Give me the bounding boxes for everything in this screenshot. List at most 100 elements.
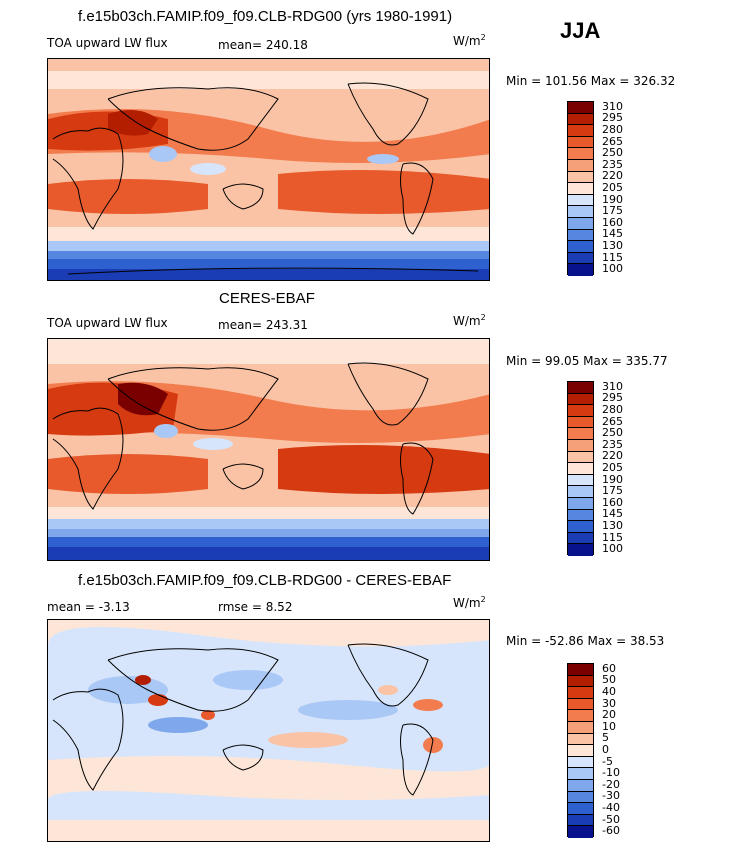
colorbar-tick-label: 280 — [602, 403, 623, 416]
panel2-colorbar — [567, 381, 594, 556]
colorbar-swatch — [568, 721, 593, 734]
colorbar-tick-label: 205 — [602, 461, 623, 474]
colorbar-tick-label: 310 — [602, 379, 623, 393]
colorbar-swatch — [568, 779, 593, 792]
colorbar-swatch — [568, 486, 593, 498]
colorbar-tick-label: 250 — [602, 426, 623, 440]
colorbar-swatch — [568, 497, 593, 510]
colorbar-tick-label: -30 — [602, 789, 620, 803]
colorbar-swatch — [568, 159, 593, 172]
colorbar-swatch — [568, 439, 593, 452]
colorbar-tick-label: 100 — [602, 262, 623, 276]
colorbar-tick-label: 265 — [602, 414, 623, 428]
panel1-colorbar — [567, 101, 594, 276]
colorbar-tick-label: 20 — [602, 708, 616, 722]
colorbar-tick-label: 5 — [602, 731, 609, 745]
colorbar-swatch — [568, 791, 593, 804]
colorbar-swatch — [568, 675, 593, 688]
colorbar-swatch — [568, 710, 593, 722]
panel2-units: W/m2 — [453, 313, 486, 328]
colorbar-tick-label: 220 — [602, 449, 623, 463]
colorbar-swatch — [568, 148, 593, 160]
colorbar-swatch — [568, 698, 593, 711]
colorbar-tick-label: 115 — [602, 530, 623, 544]
colorbar-swatch — [568, 264, 593, 276]
colorbar-tick-label: 0 — [602, 743, 609, 756]
panel1-variable-label: TOA upward LW flux — [47, 36, 168, 50]
panel1-map — [47, 58, 490, 281]
colorbar-swatch — [568, 217, 593, 230]
colorbar-tick-label: 310 — [602, 99, 623, 113]
colorbar-swatch — [568, 509, 593, 522]
colorbar-swatch — [568, 183, 593, 195]
colorbar-tick-label: -50 — [602, 812, 620, 826]
colorbar-tick-label: 265 — [602, 134, 623, 148]
colorbar-tick-label: 205 — [602, 181, 623, 194]
colorbar-swatch — [568, 451, 593, 464]
colorbar-swatch — [568, 463, 593, 475]
colorbar-swatch — [568, 393, 593, 406]
colorbar-swatch — [568, 428, 593, 440]
colorbar-swatch — [568, 252, 593, 265]
panel2-minmax: Min = 99.05 Max = 335.77 — [506, 354, 668, 368]
colorbar-swatch — [568, 382, 593, 394]
colorbar-tick-label: -5 — [602, 754, 613, 768]
colorbar-swatch — [568, 687, 593, 699]
panel1-minmax: Min = 101.56 Max = 326.32 — [506, 74, 676, 88]
colorbar-swatch — [568, 194, 593, 207]
colorbar-swatch — [568, 544, 593, 556]
panel2-map — [47, 338, 490, 561]
colorbar-tick-label: 130 — [602, 239, 623, 252]
colorbar-swatch — [568, 756, 593, 769]
colorbar-swatch — [568, 768, 593, 780]
colorbar-tick-label: 175 — [602, 204, 623, 218]
colorbar-tick-label: -10 — [602, 766, 620, 780]
colorbar-tick-label: 295 — [602, 391, 623, 405]
colorbar-swatch — [568, 171, 593, 184]
colorbar-tick-label: 60 — [602, 661, 616, 675]
colorbar-tick-label: -20 — [602, 777, 620, 791]
panel3-map — [47, 619, 490, 842]
colorbar-tick-label: 175 — [602, 484, 623, 498]
colorbar-tick-label: -60 — [602, 824, 620, 838]
panel1-units: W/m2 — [453, 33, 486, 48]
colorbar-tick-label: 280 — [602, 123, 623, 136]
colorbar-swatch — [568, 206, 593, 218]
colorbar-tick-label: 40 — [602, 685, 616, 698]
colorbar-tick-label: 295 — [602, 111, 623, 125]
colorbar-swatch — [568, 664, 593, 676]
colorbar-tick-label: 190 — [602, 192, 623, 206]
panel1-title: f.e15b03ch.FAMIP.f09_f09.CLB-RDG00 (yrs … — [78, 8, 453, 25]
colorbar-swatch — [568, 532, 593, 545]
panel1-mean-label: mean= 240.18 — [218, 38, 308, 52]
panel3-minmax: Min = -52.86 Max = 38.53 — [506, 634, 665, 648]
colorbar-tick-label: 10 — [602, 719, 616, 733]
colorbar-tick-label: 50 — [602, 673, 616, 687]
colorbar-swatch — [568, 814, 593, 827]
colorbar-swatch — [568, 803, 593, 815]
colorbar-swatch — [568, 405, 593, 417]
panel3-title: f.e15b03ch.FAMIP.f09_f09.CLB-RDG00 - CER… — [78, 572, 452, 589]
colorbar-swatch — [568, 474, 593, 487]
colorbar-swatch — [568, 136, 593, 149]
colorbar-swatch — [568, 733, 593, 746]
colorbar-tick-label: 160 — [602, 215, 623, 229]
colorbar-tick-label: 30 — [602, 696, 616, 710]
colorbar-swatch — [568, 125, 593, 137]
colorbar-tick-label: 190 — [602, 472, 623, 486]
colorbar-swatch — [568, 241, 593, 253]
panel3-rmse-label: rmse = 8.52 — [218, 600, 293, 614]
colorbar-tick-label: 115 — [602, 250, 623, 264]
colorbar-tick-label: 250 — [602, 146, 623, 160]
colorbar-tick-label: 220 — [602, 169, 623, 183]
colorbar-tick-label: 235 — [602, 437, 623, 451]
colorbar-tick-label: 235 — [602, 157, 623, 171]
season-label: JJA — [560, 18, 601, 43]
colorbar-tick-label: 160 — [602, 495, 623, 509]
panel2-mean-label: mean= 243.31 — [218, 318, 308, 332]
colorbar-swatch — [568, 826, 593, 838]
panel3-units: W/m2 — [453, 595, 486, 610]
colorbar-swatch — [568, 113, 593, 126]
colorbar-swatch — [568, 745, 593, 757]
colorbar-tick-label: 100 — [602, 542, 623, 556]
